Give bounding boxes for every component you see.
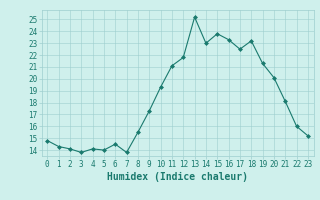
X-axis label: Humidex (Indice chaleur): Humidex (Indice chaleur) [107,172,248,182]
